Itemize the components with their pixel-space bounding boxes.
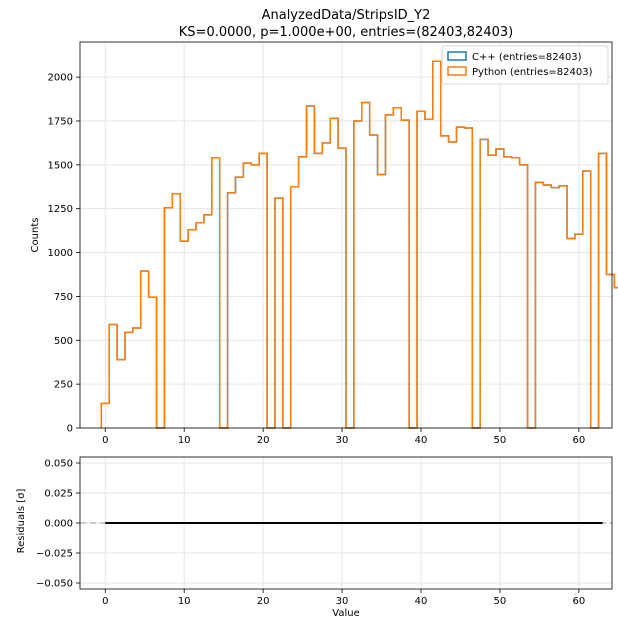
chart-title: AnalyzedData/StripsID_Y2 [262, 8, 431, 23]
legend-box [441, 45, 609, 85]
y-tick-label: 1000 [48, 248, 73, 259]
x-tick-label: 0 [102, 596, 108, 607]
series-line-1 [100, 60, 618, 429]
y-tick-label: 0.000 [44, 519, 73, 530]
main-histogram-panel: 0 10 20 30 40 50 60 0 250 500 750 1000 1250 1500 1750 2… [48, 41, 618, 446]
x-tick-label: 30 [336, 435, 349, 446]
series-line-2 [100, 60, 618, 429]
x-tick-label: 0 [102, 435, 108, 446]
y-tick-label: 500 [54, 336, 73, 347]
x-tick-label: 40 [415, 596, 428, 607]
x-axis-label: Value [332, 608, 359, 619]
y-tick-label: 1250 [48, 204, 73, 215]
legend-swatch-1 [447, 51, 467, 61]
y-tick-label: 1750 [48, 116, 73, 127]
legend-label-2: Python (entries=82403) [472, 67, 593, 78]
residuals-panel: 0 10 20 30 40 50 60 −0.050 −0.025 0.000 0.025 0.050 [36, 456, 613, 607]
legend-swatch-2 [447, 66, 467, 76]
y-tick-label: 0 [67, 424, 73, 435]
x-tick-label: 20 [257, 596, 270, 607]
y-axis-label-residuals: Residuals [σ] [16, 489, 27, 554]
x-tick-label: 20 [257, 435, 270, 446]
x-tick-label: 10 [178, 596, 191, 607]
y-axis-label-counts: Counts [30, 218, 41, 253]
x-tick-label: 10 [178, 435, 191, 446]
x-tick-label: 60 [572, 596, 585, 607]
legend-label-1: C++ (entries=82403) [472, 52, 582, 63]
y-tick-label: 1500 [48, 160, 73, 171]
y-tick-label: 250 [54, 380, 73, 391]
x-tick-label: 50 [494, 596, 507, 607]
x-tick-label: 30 [336, 596, 349, 607]
y-tick-label: 2000 [48, 73, 73, 84]
y-tick-label: −0.050 [36, 579, 73, 590]
x-tick-label: 60 [572, 435, 585, 446]
y-tick-label: 0.050 [44, 459, 73, 470]
y-tick-label: 750 [54, 292, 73, 303]
plot-frame [79, 41, 613, 429]
x-tick-label: 50 [494, 435, 507, 446]
y-tick-label: −0.025 [36, 549, 73, 560]
y-tick-label: 0.025 [44, 489, 73, 500]
x-tick-label: 40 [415, 435, 428, 446]
chart-subtitle: KS=0.0000, p=1.000e+00, entries=(82403,8… [179, 25, 513, 40]
